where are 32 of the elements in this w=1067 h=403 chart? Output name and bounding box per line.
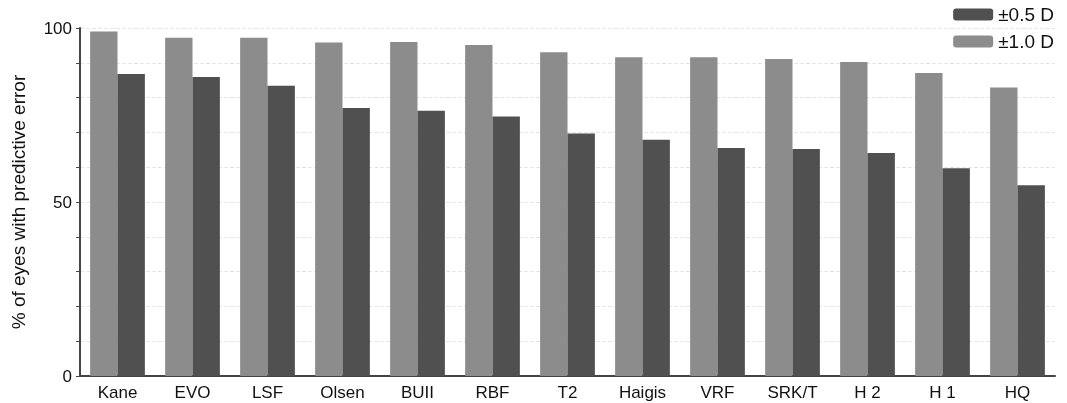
bar	[540, 52, 568, 376]
x-tick-label: SRK/T	[767, 383, 818, 402]
y-tick-label: 0	[62, 366, 72, 386]
x-tick-label: T2	[557, 383, 578, 402]
legend-label: ±0.5 D	[998, 4, 1054, 25]
bar	[240, 37, 268, 376]
bar	[90, 31, 118, 376]
y-tick-label: 50	[53, 192, 72, 212]
bar	[615, 57, 643, 376]
bar	[690, 57, 718, 376]
bar	[315, 42, 343, 376]
bar	[915, 72, 943, 376]
x-tick-label: Olsen	[320, 383, 365, 402]
y-tick-label: 100	[43, 18, 72, 38]
legend-label: ±1.0 D	[998, 31, 1054, 52]
x-tick-label: HQ	[1004, 383, 1031, 402]
x-tick-label: Haigis	[618, 383, 667, 402]
bar	[165, 37, 193, 376]
x-tick-label: RBF	[475, 383, 510, 402]
x-tick-label: LSF	[251, 383, 284, 402]
x-tick-label: EVO	[174, 383, 211, 402]
bar	[840, 62, 868, 376]
x-tick-label: VRF	[700, 383, 735, 402]
bar	[465, 45, 493, 376]
bar	[990, 87, 1018, 376]
y-axis-title: % of eyes with predictive error	[8, 74, 29, 330]
bar	[765, 58, 793, 376]
x-tick-label: Kane	[97, 383, 138, 402]
x-tick-label: H 2	[854, 383, 881, 402]
bar	[390, 41, 418, 376]
x-tick-label: H 1	[929, 383, 956, 402]
x-tick-label: BUII	[400, 383, 435, 402]
